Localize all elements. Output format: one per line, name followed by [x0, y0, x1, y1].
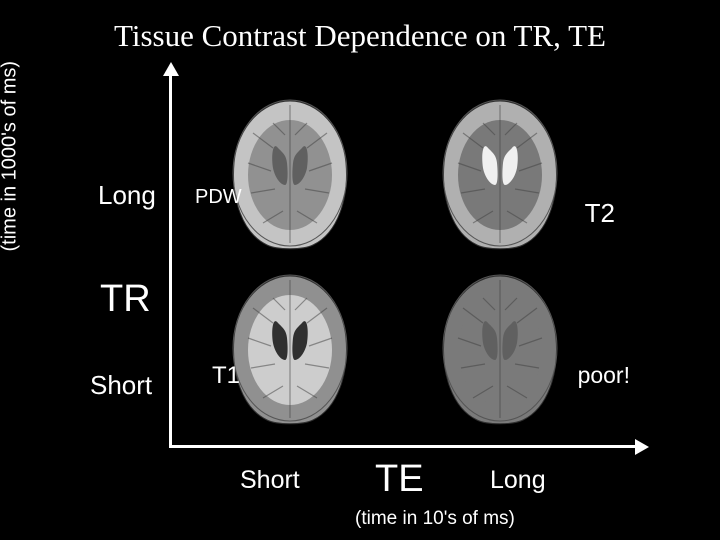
- x-axis-units: (time in 10's of ms): [355, 508, 515, 530]
- brain-grid: PDW T2 T1 poor!: [190, 90, 600, 430]
- x-axis-arrow: [169, 445, 639, 448]
- brain-image-pdw: [223, 93, 358, 253]
- cell-t2: T2: [400, 90, 600, 255]
- label-poor: poor!: [578, 362, 630, 389]
- cell-t1: T1: [190, 265, 390, 430]
- label-t2: T2: [585, 198, 615, 229]
- y-axis-top-label: Long: [98, 180, 156, 211]
- x-axis-param: TE: [375, 458, 424, 501]
- brain-image-poor: [433, 268, 568, 428]
- slide-title: Tissue Contrast Dependence on TR, TE: [0, 0, 720, 54]
- y-axis-bottom-label: Short: [90, 370, 152, 401]
- cell-poor: poor!: [400, 265, 600, 430]
- y-axis-units: (time in 1000's of ms): [0, 61, 22, 252]
- y-axis-param: TR: [100, 278, 151, 321]
- brain-image-t2: [433, 93, 568, 253]
- cell-pdw: PDW: [190, 90, 390, 255]
- x-axis-right-label: Long: [490, 466, 546, 495]
- brain-image-t1: [223, 268, 358, 428]
- label-t1: T1: [212, 362, 240, 390]
- x-axis-left-label: Short: [240, 466, 300, 495]
- y-axis-arrow: [169, 72, 172, 447]
- label-pdw: PDW: [195, 186, 242, 209]
